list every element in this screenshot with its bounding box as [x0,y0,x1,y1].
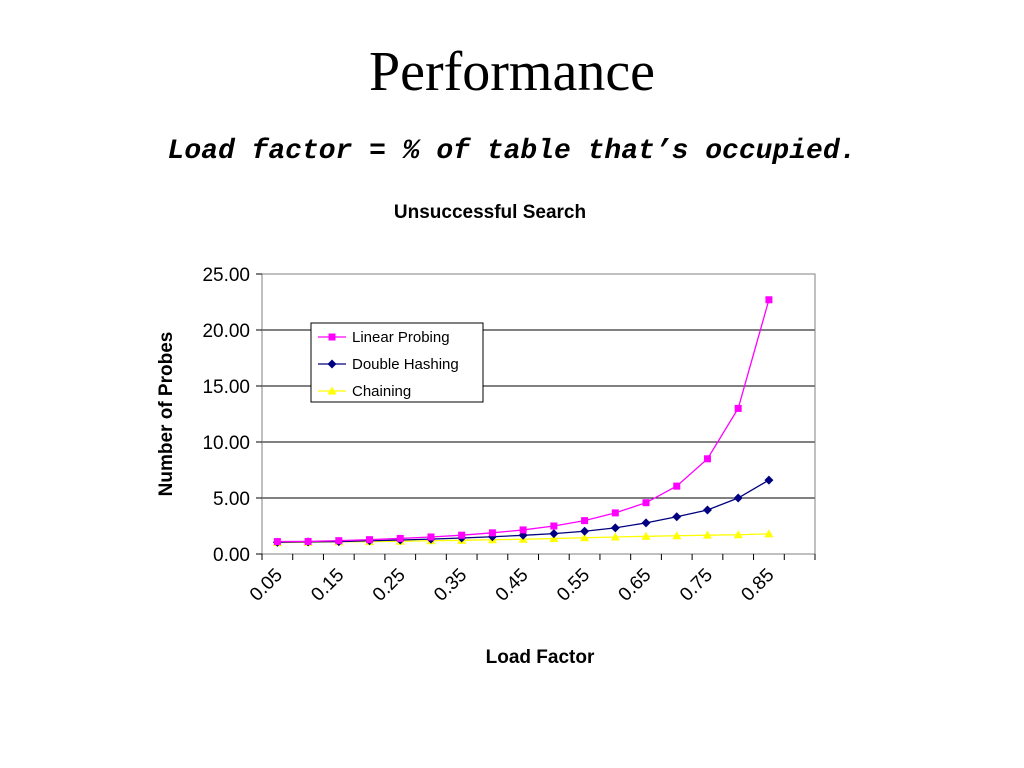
double-hashing-point [580,526,590,536]
chaining-point [672,531,682,540]
linear-probing-series [273,296,773,546]
linear-probing-point [703,455,711,463]
chart-legend: Linear Probing Double Hashing Chaining [310,322,484,403]
double-hashing-series [272,475,774,547]
legend-label: Chaining [352,383,411,400]
x-tick-label: 0.45 [492,565,533,606]
series-layer [272,296,774,547]
legend-item-chaining: Chaining [318,383,411,400]
legend-marker [327,386,337,395]
x-tick-label: 0.65 [615,565,656,606]
x-axis-ticks: 0.05 0.15 0.25 0.35 0.45 0.55 0.65 0.75 0.85 [246,554,816,606]
y-tick-label: 0.00 [213,545,250,566]
chaining-point [580,533,590,542]
chaining-point [610,532,620,541]
chart-title: Unsuccessful Search [394,202,586,223]
double-hashing-point [610,523,620,533]
double-hashing-point [764,475,774,485]
y-axis-label: Number of Probes [156,332,177,497]
chaining-point [702,530,712,539]
double-hashing-point [702,505,712,515]
chaining-point [733,530,743,539]
x-tick-label: 0.15 [307,565,348,606]
chaining-point [764,529,774,538]
linear-probing-point [611,509,619,517]
legend-box [310,322,484,403]
linear-probing-point [458,531,466,539]
y-tick-label: 5.00 [213,489,250,510]
linear-probing-point [335,537,343,545]
linear-probing-point [550,522,558,530]
y-tick-label: 10.00 [202,433,250,454]
slide-title: Performance [368,41,656,103]
plot-area [261,273,816,555]
legend-label: Double Hashing [352,356,459,373]
legend-label: Linear Probing [352,329,450,346]
linear-probing-point [427,533,435,541]
x-tick-label: 0.55 [553,565,594,606]
chaining-point [641,531,651,540]
y-tick-label: 20.00 [202,321,250,342]
linear-probing-point [519,526,527,534]
y-axis-ticks: 0.00 5.00 10.00 15.00 20.00 25.00 [202,265,262,566]
legend-marker [328,333,336,341]
x-tick-label: 0.85 [737,565,778,606]
linear-probing-point [673,482,681,490]
legend-marker [327,359,337,369]
slide-subtitle: Load factor = % of table that’s occupied… [167,136,857,167]
double-hashing-point [549,529,559,539]
double-hashing-point [641,518,651,528]
linear-probing-point [366,536,374,544]
linear-probing-point [734,404,742,412]
double-hashing-point [733,493,743,503]
linear-probing-point [273,538,281,546]
legend-item-double-hashing: Double Hashing [318,356,459,373]
y-tick-label: 15.00 [202,377,250,398]
x-tick-label: 0.75 [676,565,717,606]
y-tick-label: 25.00 [202,265,250,286]
linear-probing-point [396,534,404,542]
linear-probing-point [488,529,496,537]
linear-probing-point [642,499,650,507]
linear-probing-point [765,296,773,304]
x-tick-label: 0.05 [246,565,287,606]
linear-probing-point [581,517,589,525]
legend-item-linear-probing: Linear Probing [318,329,450,346]
x-axis-label: Load Factor [486,647,595,668]
x-tick-label: 0.25 [369,565,410,606]
linear-probing-point [304,537,312,545]
double-hashing-point [672,512,682,522]
x-tick-label: 0.35 [430,565,471,606]
